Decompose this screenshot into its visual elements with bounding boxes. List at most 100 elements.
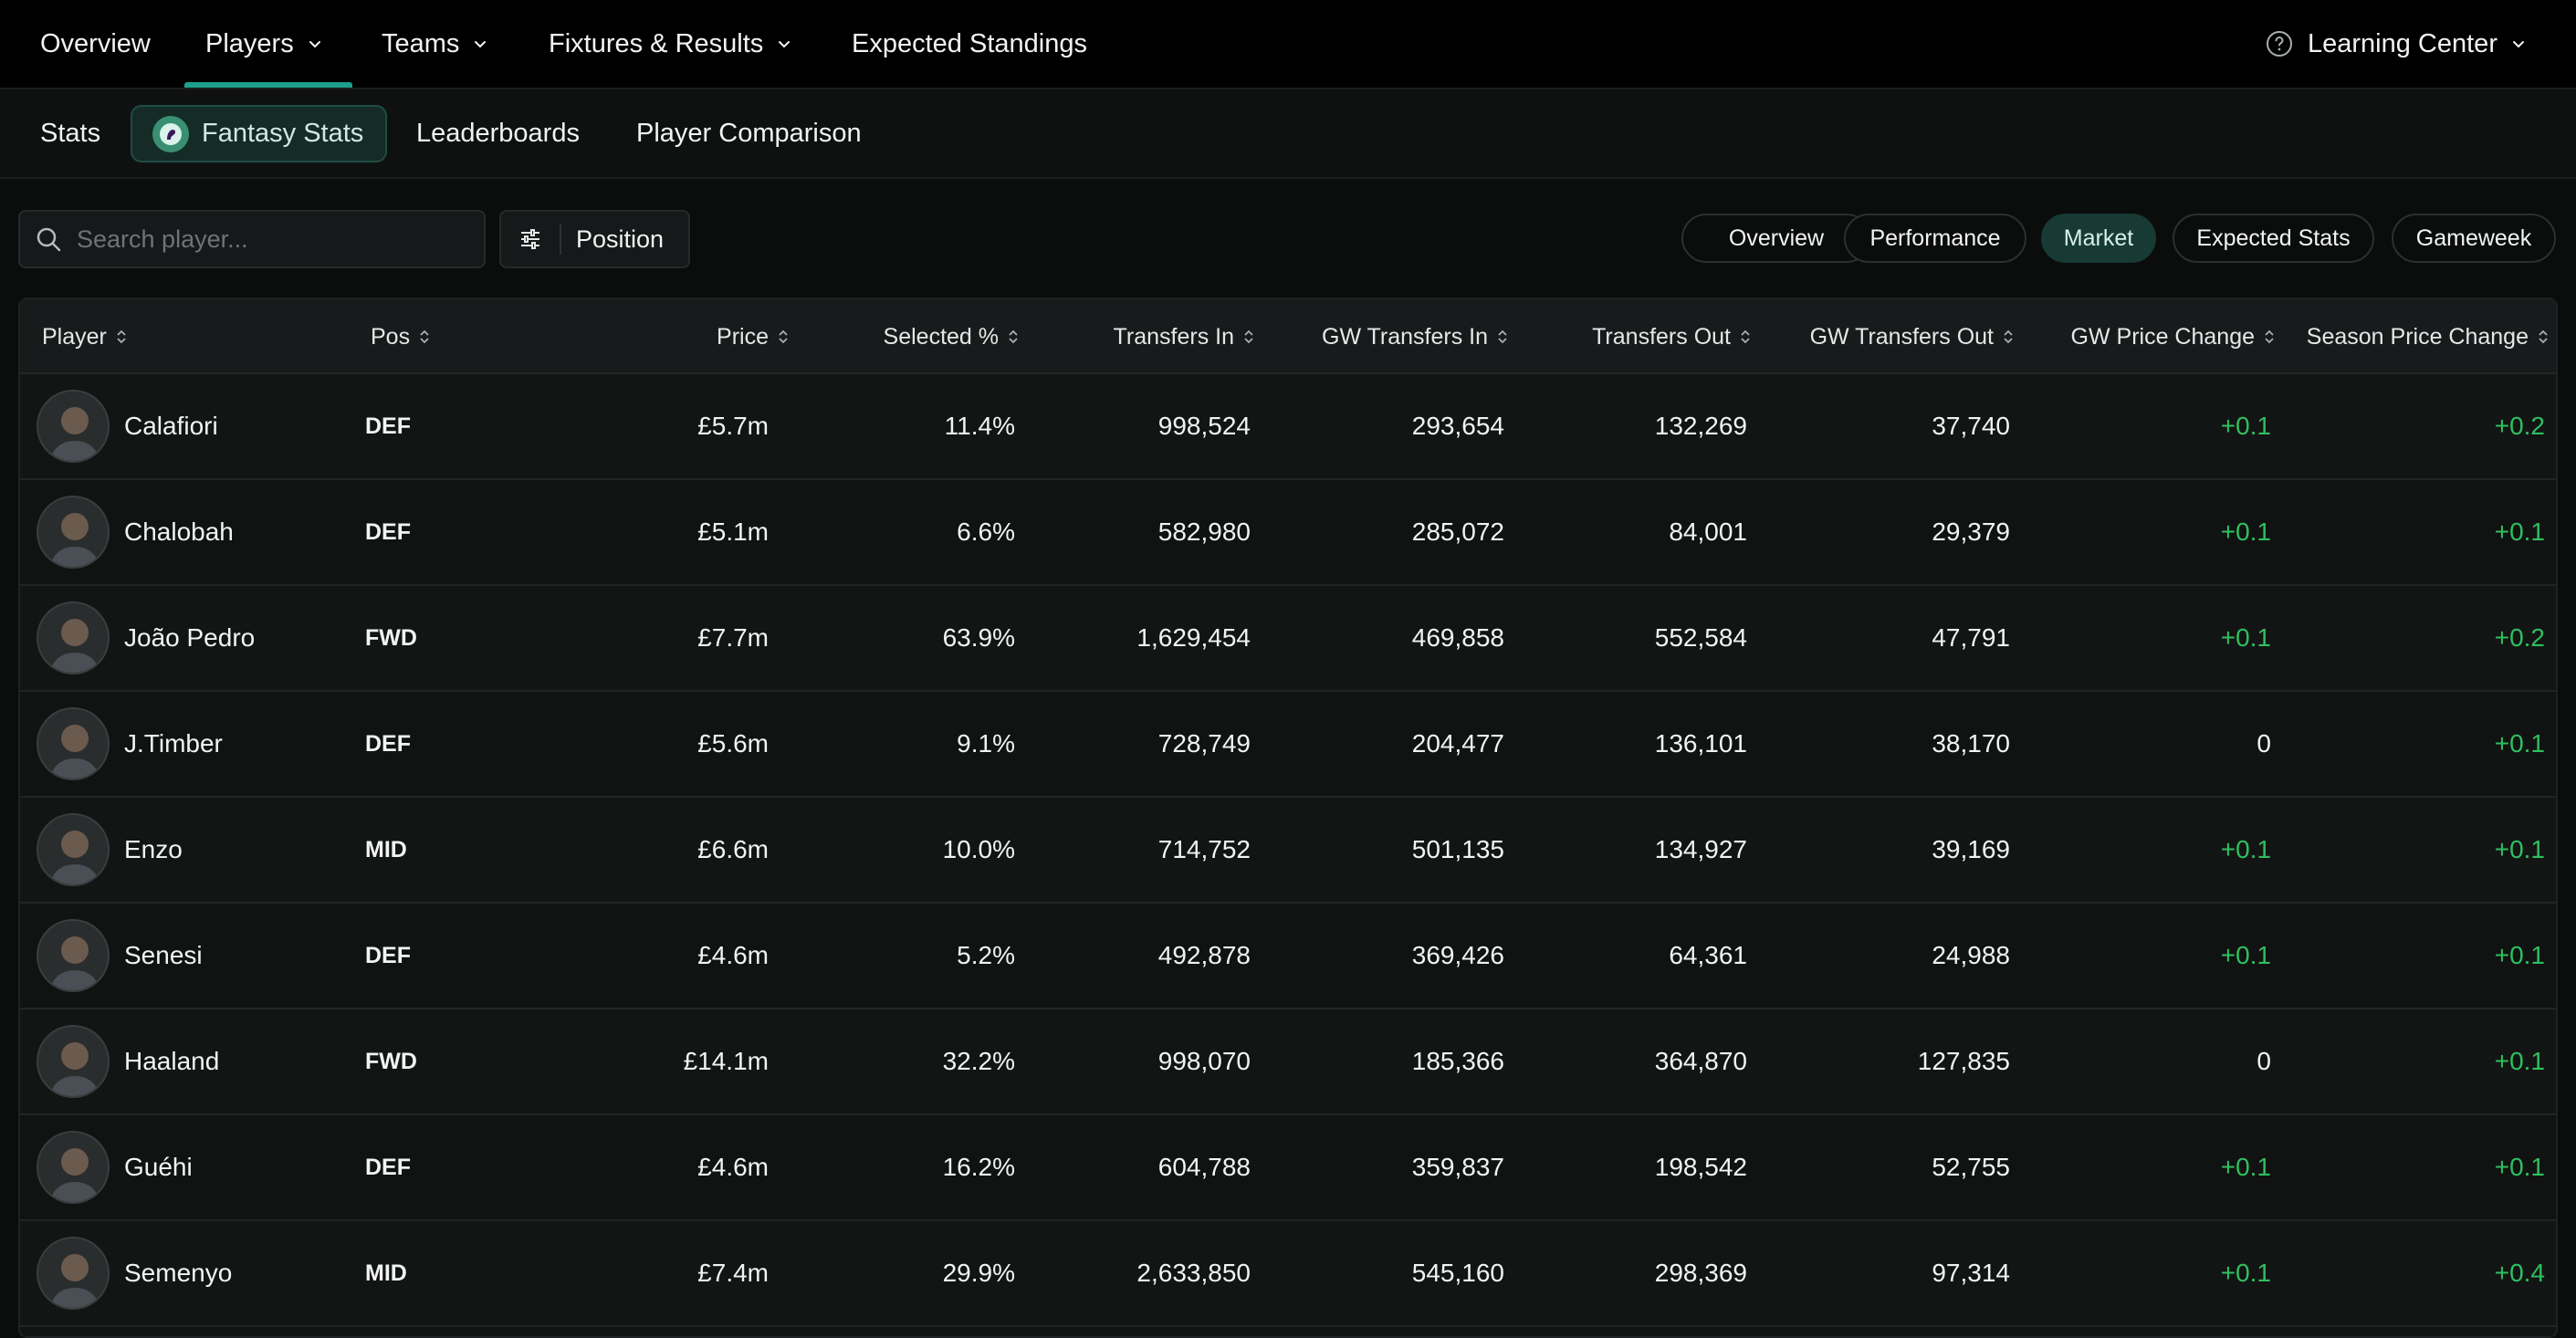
learning-center-label: Learning Center xyxy=(2308,28,2497,58)
nav-label: Overview xyxy=(40,28,151,58)
cell-gw-transfers-out: 24,988 xyxy=(1932,941,2010,969)
help-icon xyxy=(2267,31,2292,57)
cell-price: £4.6m xyxy=(697,1153,769,1181)
view-tab-performance[interactable]: Performance xyxy=(1844,214,2026,263)
player-name[interactable]: J.Timber xyxy=(124,729,223,758)
cell-transfers-out: 134,927 xyxy=(1654,835,1747,863)
table-row[interactable]: Senesi DEF £4.6m 5.2% 492,878 369,426 64,361 24… xyxy=(20,904,2556,1009)
column-header-season-price-change[interactable]: Season Price Change xyxy=(2284,299,2549,374)
cell-gw-transfers-in: 293,654 xyxy=(1411,412,1504,440)
player-name[interactable]: Guéhi xyxy=(124,1153,193,1181)
column-header-transfers-in[interactable]: Transfers In xyxy=(1052,299,1254,374)
nav-expected-standings[interactable]: Expected Standings xyxy=(852,0,1087,88)
player-name[interactable]: João Pedro xyxy=(124,623,256,652)
player-avatar xyxy=(37,919,110,992)
subnav-fantasy-stats[interactable]: Fantasy Stats xyxy=(131,105,387,162)
table-row[interactable]: Haaland FWD £14.1m 32.2% 998,070 185,366 364,8… xyxy=(20,1009,2556,1115)
cell-selected-pct: 29.9% xyxy=(942,1259,1015,1287)
nav-fixtures-results[interactable]: Fixtures & Results xyxy=(549,0,792,88)
player-name[interactable]: Calafiori xyxy=(124,412,218,440)
cell-position: DEF xyxy=(365,1154,411,1180)
position-filter-button[interactable]: Position xyxy=(499,210,690,268)
view-tab-label: Performance xyxy=(1869,225,2001,251)
header-label: GW Transfers Out xyxy=(1809,323,1994,350)
cell-transfers-out: 84,001 xyxy=(1669,517,1747,546)
view-tab-market[interactable]: Market xyxy=(2041,214,2156,263)
table-row[interactable]: Guéhi DEF £4.6m 16.2% 604,788 359,837 198,542 5… xyxy=(20,1115,2556,1221)
subnav-leaderboards[interactable]: Leaderboards xyxy=(416,89,580,177)
table-row[interactable]: Enzo MID £6.6m 10.0% 714,752 501,135 134,927 39… xyxy=(20,798,2556,904)
table-row[interactable]: João Pedro FWD £7.7m 63.9% 1,629,454 469,858 5… xyxy=(20,586,2556,692)
chevron-down-icon xyxy=(309,41,320,48)
subnav-label: Player Comparison xyxy=(636,118,862,148)
column-header-gw-transfers-in[interactable]: GW Transfers In xyxy=(1280,299,1508,374)
cell-transfers-out: 298,369 xyxy=(1654,1259,1747,1287)
nav-label: Expected Standings xyxy=(852,28,1087,58)
cell-gw-price-change: +0.1 xyxy=(2220,941,2271,969)
nav-teams[interactable]: Teams xyxy=(382,0,488,88)
cell-transfers-in: 728,749 xyxy=(1157,729,1251,758)
subnav-label: Fantasy Stats xyxy=(202,119,364,148)
column-header-pos[interactable]: Pos xyxy=(371,299,430,374)
player-name[interactable]: Enzo xyxy=(124,835,183,863)
cell-selected-pct: 5.2% xyxy=(957,941,1015,969)
cell-season-price-change: +0.2 xyxy=(2494,623,2545,652)
cell-selected-pct: 11.4% xyxy=(944,412,1015,440)
subnav-player-comparison[interactable]: Player Comparison xyxy=(636,89,862,177)
cell-transfers-in: 492,878 xyxy=(1157,941,1251,969)
view-tab-overview[interactable]: Overview xyxy=(1681,214,1871,263)
nav-label: Players xyxy=(205,28,294,58)
cell-gw-price-change: 0 xyxy=(2257,729,2271,758)
cell-transfers-in: 998,070 xyxy=(1157,1047,1251,1075)
header-label: Selected % xyxy=(883,323,999,350)
search-box[interactable] xyxy=(18,210,486,268)
sort-icon xyxy=(2265,329,2274,344)
cell-position: FWD xyxy=(365,624,417,651)
cell-position: DEF xyxy=(365,942,411,968)
player-name[interactable]: Chalobah xyxy=(124,517,234,546)
cell-price: £7.4m xyxy=(697,1259,769,1287)
column-header-gw-transfers-out[interactable]: GW Transfers Out xyxy=(1754,299,2014,374)
nav-overview[interactable]: Overview xyxy=(40,0,151,88)
cell-price: £5.7m xyxy=(697,412,769,440)
active-tab-indicator xyxy=(184,82,352,88)
header-label: Transfers Out xyxy=(1592,323,1731,350)
sort-icon xyxy=(1009,329,1018,344)
cell-selected-pct: 10.0% xyxy=(942,835,1015,863)
player-name[interactable]: Senesi xyxy=(124,941,203,969)
chevron-down-icon xyxy=(2512,41,2524,48)
table-row[interactable]: Semenyo MID £7.4m 29.9% 2,633,850 545,160 298,… xyxy=(20,1221,2556,1327)
column-header-price[interactable]: Price xyxy=(586,299,789,374)
players-market-table: Player Pos Price Selected % Transfers In… xyxy=(18,298,2558,1338)
header-label: Transfers In xyxy=(1113,323,1234,350)
view-tab-gameweek[interactable]: Gameweek xyxy=(2392,214,2556,263)
column-header-selected[interactable]: Selected % xyxy=(823,299,1019,374)
learning-center-menu[interactable]: Learning Center xyxy=(2264,0,2527,88)
sort-icon xyxy=(1741,329,1750,344)
player-name[interactable]: Haaland xyxy=(124,1047,220,1075)
view-tab-label: Market xyxy=(2063,225,2134,251)
cell-transfers-out: 136,101 xyxy=(1654,729,1747,758)
player-name[interactable]: Semenyo xyxy=(124,1259,233,1287)
premier-league-logo-icon xyxy=(152,115,189,152)
search-input[interactable] xyxy=(77,225,460,254)
header-label: Pos xyxy=(371,323,411,350)
cell-season-price-change: +0.1 xyxy=(2494,517,2545,546)
cell-transfers-out: 198,542 xyxy=(1654,1153,1747,1181)
table-row[interactable]: Calafiori DEF £5.7m 11.4% 998,524 293,654 132,… xyxy=(20,374,2556,480)
cell-gw-price-change: +0.1 xyxy=(2220,623,2271,652)
sort-icon xyxy=(1498,329,1507,344)
column-header-player[interactable]: Player xyxy=(42,299,127,374)
table-row[interactable]: J.Timber DEF £5.6m 9.1% 728,749 204,477 136,10… xyxy=(20,692,2556,798)
cell-position: MID xyxy=(365,1260,407,1286)
table-row[interactable]: Chalobah DEF £5.1m 6.6% 582,980 285,072 84,001… xyxy=(20,480,2556,586)
view-tab-label: Overview xyxy=(1728,225,1825,251)
cell-transfers-in: 714,752 xyxy=(1157,835,1251,863)
column-header-transfers-out[interactable]: Transfers Out xyxy=(1526,299,1751,374)
nav-players[interactable]: Players xyxy=(205,0,323,88)
view-tab-expected-stats[interactable]: Expected Stats xyxy=(2173,214,2374,263)
cell-gw-transfers-out: 38,170 xyxy=(1932,729,2010,758)
subnav-stats[interactable]: Stats xyxy=(40,89,100,177)
column-header-gw-price-change[interactable]: GW Price Change xyxy=(2028,299,2275,374)
cell-gw-price-change: 0 xyxy=(2257,1047,2271,1075)
